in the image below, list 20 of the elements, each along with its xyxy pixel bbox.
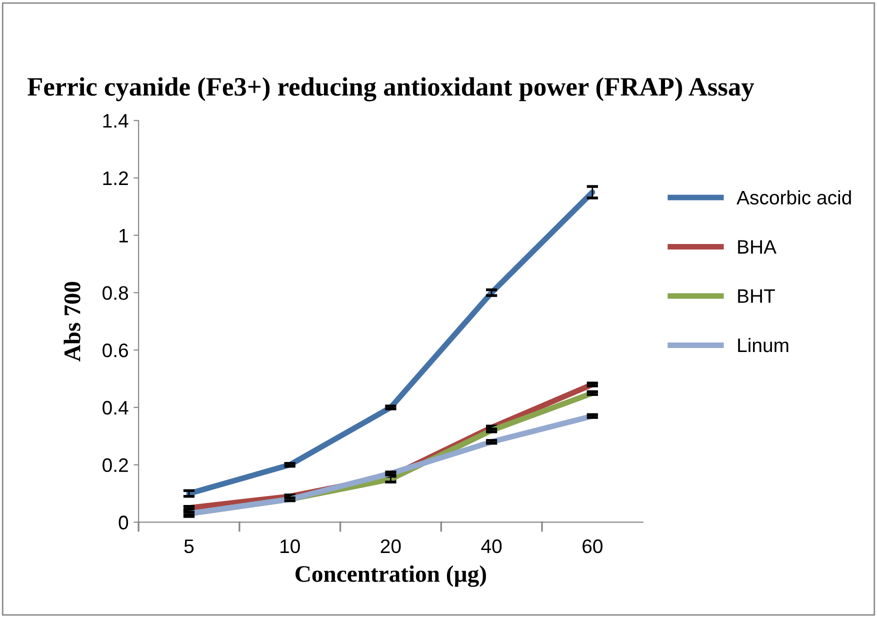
- y-tick-label: 0.2: [102, 458, 128, 472]
- legend-label: Linum: [738, 338, 788, 352]
- legend-label: BHA: [738, 240, 776, 254]
- legend-label: Ascorbic acid: [736, 190, 851, 205]
- x-tick-label: 60: [582, 539, 602, 554]
- y-tick-label: 0.6: [102, 344, 128, 358]
- legend-label: BHT: [738, 289, 775, 303]
- x-tick-label: 10: [280, 539, 300, 554]
- x-tick-label: 5: [184, 540, 194, 554]
- chart-title: Ferric cyanide (Fe3+) reducing antioxidant power (FRAP) Assay: [28, 77, 754, 102]
- y-tick-label: 0.8: [102, 286, 128, 300]
- x-axis-title: Concentration (µg): [296, 565, 486, 587]
- y-axis-title: Abs 700: [64, 282, 80, 362]
- x-tick-label: 20: [380, 539, 401, 554]
- x-tick-label: 40: [481, 539, 502, 554]
- y-tick-label: 1.2: [103, 171, 128, 185]
- y-tick-label: 0: [118, 516, 128, 530]
- y-tick-label: 1: [120, 228, 128, 242]
- y-tick-label: 0.4: [102, 400, 128, 415]
- y-tick-label: 1.4: [103, 114, 128, 128]
